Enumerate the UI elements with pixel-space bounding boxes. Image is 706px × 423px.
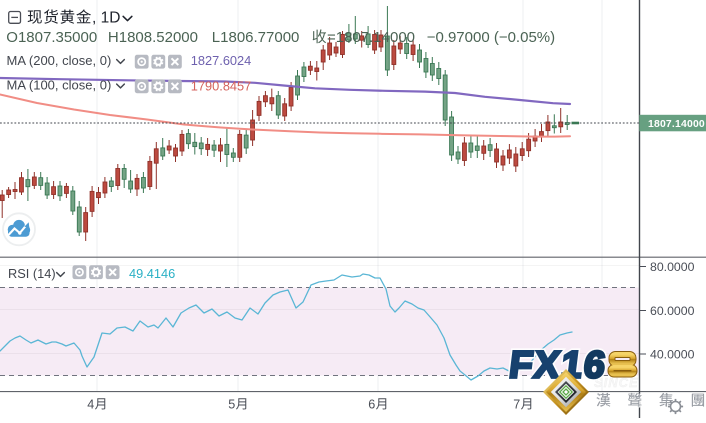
svg-text:H1808.52000: H1808.52000 [108,29,198,46]
svg-text:, 1D: , 1D [92,10,120,27]
svg-text:L1806.77000: L1806.77000 [212,29,300,46]
svg-text:1827.6024: 1827.6024 [191,53,252,68]
svg-text:7: 7 [513,398,520,412]
svg-text:RSI (14): RSI (14) [8,266,56,281]
svg-text:49.4146: 49.4146 [129,266,175,281]
svg-text:80.0000: 80.0000 [650,260,695,274]
svg-text:40.0000: 40.0000 [650,347,695,361]
svg-text:O1807.35000: O1807.35000 [6,29,97,46]
svg-text:=1807.14000: =1807.14000 [327,29,415,46]
svg-text:SINCE: SINCE [594,375,639,390]
svg-text:1807.14000: 1807.14000 [648,119,705,130]
svg-text:−0.97000 (−0.05%): −0.97000 (−0.05%) [427,29,555,46]
svg-text:FX16: FX16 [507,344,609,387]
svg-text:1790.8457: 1790.8457 [191,78,252,93]
svg-text:MA (100, close, 0): MA (100, close, 0) [7,78,112,93]
svg-text:4: 4 [87,398,94,412]
svg-text:MA (200, close, 0): MA (200, close, 0) [7,53,112,68]
svg-text:60.0000: 60.0000 [650,304,695,318]
svg-text:6: 6 [368,398,375,412]
svg-text:5: 5 [228,398,235,412]
